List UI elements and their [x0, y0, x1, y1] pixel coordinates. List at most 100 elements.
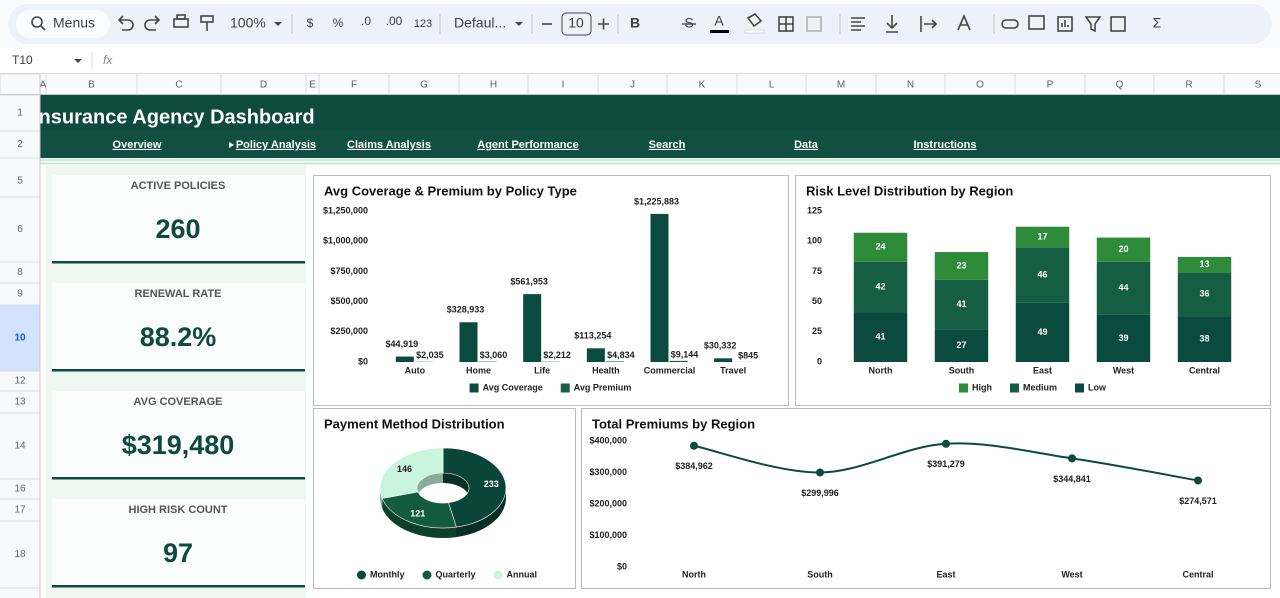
legend-label: Monthly: [370, 569, 405, 579]
y-tick-label: 25: [812, 326, 822, 336]
chart-title: Total Premiums by Region: [592, 416, 755, 431]
y-tick-label: $1,000,000: [323, 236, 368, 246]
bar: [460, 322, 478, 362]
row-header: 14: [14, 441, 26, 452]
nav-link[interactable]: Data: [794, 139, 819, 151]
data-label: $4,834: [607, 350, 635, 360]
y-tick-label: $100,000: [589, 530, 627, 540]
column-header: K: [699, 80, 706, 91]
row-header: 6: [17, 224, 23, 235]
column-header: Q: [1116, 80, 1124, 91]
data-label: 44: [1118, 283, 1128, 293]
data-label: 36: [1199, 289, 1209, 299]
data-label: 146: [397, 464, 412, 474]
nav-link[interactable]: Instructions: [914, 139, 977, 151]
column-header: L: [769, 80, 775, 91]
bar: [651, 214, 669, 362]
legend-swatch: [561, 384, 570, 393]
column-header: H: [490, 80, 497, 91]
nav-link[interactable]: Search: [649, 139, 686, 151]
column-header: D: [260, 80, 267, 91]
nav-link[interactable]: Claims Analysis: [347, 139, 431, 151]
y-tick-label: 75: [812, 266, 822, 276]
column-header: R: [1185, 80, 1192, 91]
y-tick-label: $500,000: [330, 296, 368, 306]
corner-cell: [0, 74, 40, 95]
data-label: 38: [1199, 333, 1209, 343]
nav-link[interactable]: Overview: [113, 139, 162, 151]
legend-label: High: [972, 382, 992, 392]
y-tick-label: 100: [807, 236, 822, 246]
chart-title: Avg Coverage & Premium by Policy Type: [324, 183, 577, 198]
x-tick-label: Central: [1182, 569, 1213, 579]
kpi-value: 97: [163, 538, 193, 568]
column-header: B: [88, 80, 95, 91]
kpi-label: ACTIVE POLICIES: [131, 180, 226, 192]
data-label: $9,144: [671, 349, 699, 359]
kpi-card-rule: [52, 477, 305, 480]
row-header: 8: [17, 267, 23, 278]
data-label: $274,571: [1179, 496, 1217, 506]
data-label: 17: [1037, 231, 1047, 241]
column-header: O: [976, 80, 984, 91]
line-point: [816, 469, 824, 477]
column-header: F: [351, 80, 357, 91]
column-header: G: [420, 80, 428, 91]
data-label: $845: [738, 350, 758, 360]
kpi-card-rule: [52, 585, 305, 588]
data-label: 39: [1118, 333, 1128, 343]
bold-button[interactable]: B: [630, 15, 640, 31]
y-tick-label: $0: [617, 561, 627, 571]
nav-link[interactable]: Policy Analysis: [236, 139, 316, 151]
row-header: 2: [17, 139, 23, 150]
data-label: 20: [1118, 244, 1128, 254]
column-header: J: [630, 80, 635, 91]
legend-swatch: [959, 384, 968, 393]
increase-decimal[interactable]: .00: [386, 14, 403, 28]
decrease-decimal[interactable]: .0: [361, 14, 371, 28]
kpi-value: 260: [155, 214, 200, 244]
column-header: M: [837, 80, 845, 91]
row-header: 18: [14, 549, 26, 560]
nav-link[interactable]: Agent Performance: [477, 139, 578, 151]
legend-swatch: [1010, 384, 1019, 393]
y-tick-label: 125: [807, 205, 822, 215]
menu-search-text[interactable]: Menus: [53, 15, 95, 31]
text-color-button[interactable]: A: [714, 13, 724, 29]
font-size[interactable]: 10: [568, 15, 584, 31]
name-box[interactable]: T10: [12, 53, 33, 67]
functions-button[interactable]: Σ: [1153, 15, 1162, 31]
zoom[interactable]: 100%: [230, 15, 266, 31]
strikethrough-button[interactable]: S: [684, 15, 693, 31]
x-tick-label: South: [807, 569, 833, 579]
format-percent[interactable]: %: [333, 16, 344, 30]
chart-title: Payment Method Distribution: [324, 416, 505, 431]
line-point: [690, 442, 698, 450]
formula-bar: [0, 48, 1280, 74]
data-label: $328,933: [447, 305, 485, 315]
data-label: 46: [1037, 269, 1047, 279]
x-tick-label: East: [1033, 365, 1052, 375]
x-tick-label: Life: [534, 365, 550, 375]
chart-frame: [314, 176, 789, 406]
row-header: 12: [14, 376, 26, 387]
data-label: 24: [875, 242, 885, 252]
row-header: 13: [14, 397, 26, 408]
y-tick-label: $400,000: [589, 435, 627, 445]
row-header: 10: [14, 333, 26, 344]
font-family[interactable]: Defaul...: [454, 15, 506, 31]
fx-label: fx: [103, 53, 113, 67]
x-tick-label: Central: [1189, 365, 1220, 375]
data-label: $391,279: [927, 459, 965, 469]
format-currency[interactable]: $: [307, 16, 314, 30]
data-label: 121: [410, 508, 425, 518]
legend-label: Quarterly: [435, 569, 475, 579]
kpi-label: HIGH RISK COUNT: [129, 504, 228, 516]
column-header: S: [1255, 80, 1262, 91]
number-format[interactable]: 123: [414, 18, 432, 30]
data-label: 23: [956, 260, 966, 270]
data-label: 41: [956, 299, 966, 309]
text-color-bar: [710, 30, 729, 33]
line-point: [1068, 454, 1076, 462]
